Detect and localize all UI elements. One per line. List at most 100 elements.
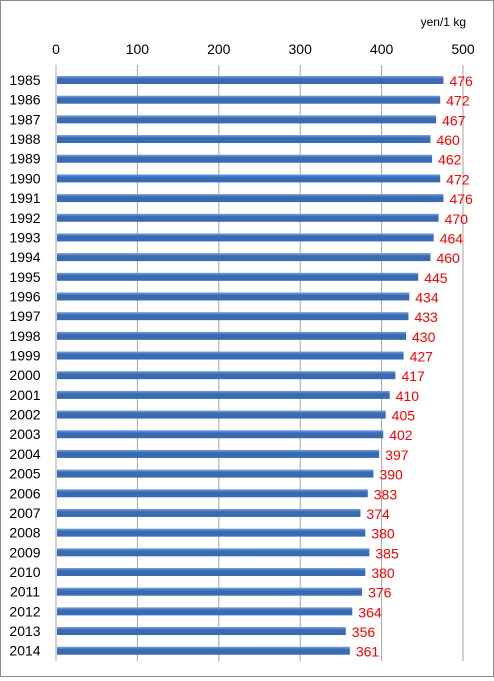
x-tick-label: 200 — [207, 41, 231, 57]
value-label-1986: 472 — [446, 93, 470, 109]
bar-2005 — [57, 469, 374, 478]
value-label-2005: 390 — [379, 467, 403, 483]
category-label-2002: 2002 — [9, 407, 40, 423]
bar-2006 — [57, 489, 368, 498]
category-label-2008: 2008 — [9, 525, 40, 541]
x-tick-label: 100 — [126, 41, 150, 57]
category-label-1986: 1986 — [9, 92, 40, 108]
category-label-1988: 1988 — [9, 131, 40, 147]
x-tick-label: 400 — [370, 41, 394, 57]
bar-1987 — [57, 115, 437, 124]
bar-2008 — [57, 528, 366, 537]
value-label-2000: 417 — [401, 368, 425, 384]
bar-2010 — [57, 568, 366, 576]
category-label-2004: 2004 — [9, 446, 40, 462]
value-label-1993: 464 — [440, 230, 464, 246]
category-label-2012: 2012 — [9, 603, 40, 619]
category-label-1993: 1993 — [9, 229, 40, 245]
bar-2012 — [57, 607, 353, 616]
value-label-2002: 405 — [392, 408, 416, 424]
value-label-1996: 434 — [415, 289, 439, 305]
bar-2002 — [57, 410, 386, 419]
category-label-2014: 2014 — [9, 643, 40, 659]
bar-1998 — [57, 331, 407, 340]
value-labels: 476 472 467 460 462 472 476 470 464 460 445 434 433 4… — [352, 73, 473, 660]
value-label-1988: 460 — [436, 132, 460, 148]
category-label-2013: 2013 — [9, 623, 40, 639]
category-label-1990: 1990 — [9, 170, 40, 186]
bar-2003 — [57, 430, 384, 439]
bar-2013 — [57, 627, 346, 636]
unit-label: yen/1 kg — [421, 15, 466, 29]
bar-1995 — [57, 272, 419, 281]
bar-1993 — [57, 233, 434, 242]
value-label-2009: 385 — [375, 545, 399, 561]
bar-1999 — [57, 351, 404, 360]
bar-1992 — [57, 213, 439, 222]
category-label-1987: 1987 — [9, 111, 40, 127]
bar-1985 — [57, 76, 444, 84]
category-label-1996: 1996 — [9, 288, 40, 304]
value-label-1999: 427 — [410, 349, 434, 365]
x-tick-label: 500 — [451, 41, 475, 57]
bar-2001 — [57, 390, 390, 399]
bar-1990 — [57, 174, 441, 183]
category-labels: 1985 1986 1987 1988 1989 1990 1991 1992 1993 1994… — [9, 72, 40, 659]
category-label-1997: 1997 — [9, 308, 40, 324]
bar-1994 — [57, 253, 431, 262]
bar-2014 — [57, 646, 350, 655]
value-label-1997: 433 — [414, 309, 438, 325]
value-label-2004: 397 — [385, 447, 409, 463]
value-label-1989: 462 — [438, 152, 462, 168]
x-axis-ticks: 0 100 200 300 400 500 — [52, 41, 475, 57]
value-label-2011: 376 — [368, 585, 392, 601]
category-label-2006: 2006 — [9, 485, 40, 501]
value-label-2007: 374 — [366, 506, 390, 522]
bar-2009 — [57, 548, 370, 557]
bar-2004 — [57, 449, 380, 458]
value-label-2008: 380 — [371, 526, 395, 542]
category-label-1995: 1995 — [9, 269, 40, 285]
bars — [57, 76, 444, 655]
category-label-1994: 1994 — [9, 249, 40, 265]
category-label-1991: 1991 — [9, 190, 40, 206]
value-label-2010: 380 — [371, 565, 395, 581]
category-label-1992: 1992 — [9, 210, 40, 226]
bar-1991 — [57, 194, 444, 203]
x-tick-label: 300 — [289, 41, 313, 57]
category-label-2010: 2010 — [9, 564, 40, 580]
category-label-2000: 2000 — [9, 367, 40, 383]
category-label-2003: 2003 — [9, 426, 40, 442]
value-label-2014: 361 — [356, 644, 380, 660]
bar-1986 — [57, 95, 441, 104]
bar-2011 — [57, 587, 363, 596]
category-label-2009: 2009 — [9, 544, 40, 560]
value-label-1994: 460 — [436, 250, 460, 266]
value-label-1990: 472 — [446, 171, 470, 187]
value-label-1992: 470 — [445, 211, 469, 227]
category-label-1998: 1998 — [9, 328, 40, 344]
value-label-1985: 476 — [449, 73, 473, 89]
value-label-1991: 476 — [449, 191, 473, 207]
value-label-1998: 430 — [412, 329, 436, 345]
category-label-1999: 1999 — [9, 348, 40, 364]
category-label-1985: 1985 — [9, 72, 40, 88]
category-label-2001: 2001 — [9, 387, 40, 403]
bar-2007 — [57, 508, 361, 517]
value-label-2003: 402 — [389, 427, 413, 443]
value-label-2013: 356 — [352, 624, 376, 640]
category-label-2011: 2011 — [10, 584, 40, 600]
category-label-2005: 2005 — [9, 466, 40, 482]
bar-1989 — [57, 154, 433, 163]
bar-1996 — [57, 292, 410, 301]
category-label-2007: 2007 — [9, 505, 40, 521]
gridlines — [55, 65, 464, 661]
x-tick-label: 0 — [52, 41, 60, 57]
bar-1997 — [57, 312, 409, 321]
value-label-2001: 410 — [396, 388, 420, 404]
category-label-1989: 1989 — [9, 151, 40, 167]
value-label-1995: 445 — [424, 270, 448, 286]
value-label-2012: 364 — [358, 604, 382, 620]
